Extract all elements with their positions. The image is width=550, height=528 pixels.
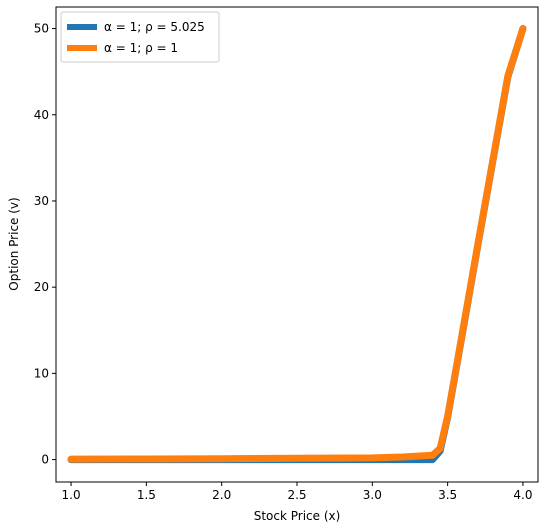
y-tick-label: 40 [34,108,49,122]
legend-label-series-2: α = 1; ρ = 1 [104,41,178,55]
y-tick-label: 20 [34,280,49,294]
x-tick-label: 2.5 [287,488,306,502]
x-axis: 1.0 1.5 2.0 2.5 3.0 3.5 4.0 [62,482,532,502]
x-tick-label: 4.0 [513,488,532,502]
legend-box [60,11,220,63]
y-axis: 0 10 20 30 40 50 [34,22,56,467]
x-tick-label: 3.5 [438,488,457,502]
x-tick-label: 3.0 [363,488,382,502]
x-tick-label: 2.0 [212,488,231,502]
x-axis-label: Stock Price (x) [254,509,341,523]
series-line-2 [67,25,527,463]
legend-label-series-1: α = 1; ρ = 5.025 [104,20,205,34]
x-tick-label: 1.5 [137,488,156,502]
y-tick-label: 30 [34,194,49,208]
series-layer [67,25,527,464]
legend: α = 1; ρ = 5.025 α = 1; ρ = 1 [60,11,220,63]
plot-area [55,6,539,483]
y-tick-label: 50 [34,22,49,36]
y-tick-label: 10 [34,366,49,380]
x-tick-label: 1.0 [62,488,81,502]
y-tick-label: 0 [41,453,49,467]
y-axis-label: Option Price (v) [7,197,21,290]
